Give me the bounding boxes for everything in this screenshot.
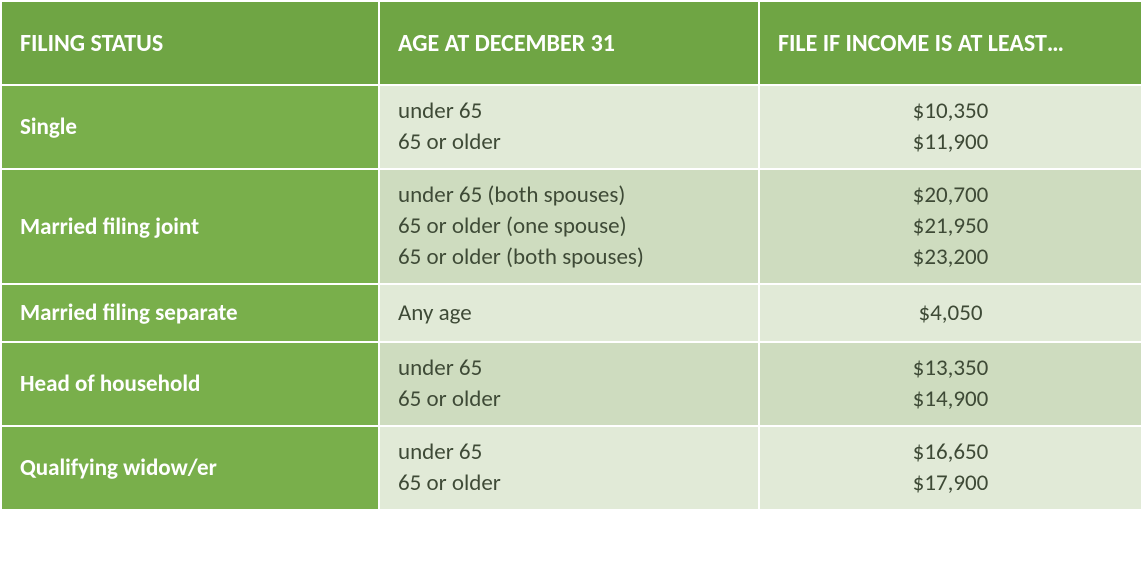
header-income: FILE IF INCOME IS AT LEAST… (759, 1, 1141, 85)
age-line: 65 or older (398, 384, 740, 415)
status-cell: Qualifying widow/er (1, 426, 379, 510)
age-line: 65 or older (398, 127, 740, 158)
income-line: $14,900 (778, 384, 1123, 415)
age-cell: under 6565 or older (379, 85, 759, 169)
table-row: Qualifying widow/erunder 6565 or older$1… (1, 426, 1141, 510)
filing-thresholds-table-container: FILING STATUS AGE AT DECEMBER 31 FILE IF… (0, 0, 1141, 511)
filing-thresholds-table: FILING STATUS AGE AT DECEMBER 31 FILE IF… (0, 0, 1141, 511)
income-cell: $16,650$17,900 (759, 426, 1141, 510)
age-line: Any age (398, 298, 740, 329)
income-cell: $4,050 (759, 284, 1141, 342)
table-body: Singleunder 6565 or older$10,350$11,900M… (1, 85, 1141, 510)
age-cell: under 65 (both spouses)65 or older (one … (379, 169, 759, 284)
table-header-row: FILING STATUS AGE AT DECEMBER 31 FILE IF… (1, 1, 1141, 85)
table-row: Married filing jointunder 65 (both spous… (1, 169, 1141, 284)
age-line: 65 or older (one spouse) (398, 211, 740, 242)
income-cell: $20,700$21,950$23,200 (759, 169, 1141, 284)
income-line: $4,050 (778, 298, 1123, 329)
status-cell: Married filing joint (1, 169, 379, 284)
income-line: $17,900 (778, 468, 1123, 499)
header-filing-status: FILING STATUS (1, 1, 379, 85)
income-line: $11,900 (778, 127, 1123, 158)
age-line: 65 or older (398, 468, 740, 499)
table-row: Singleunder 6565 or older$10,350$11,900 (1, 85, 1141, 169)
income-cell: $10,350$11,900 (759, 85, 1141, 169)
table-row: Head of householdunder 6565 or older$13,… (1, 342, 1141, 426)
status-cell: Single (1, 85, 379, 169)
age-cell: under 6565 or older (379, 342, 759, 426)
income-line: $10,350 (778, 96, 1123, 127)
age-line: under 65 (both spouses) (398, 180, 740, 211)
age-cell: Any age (379, 284, 759, 342)
income-line: $16,650 (778, 437, 1123, 468)
table-row: Married filing separate Any age $4,050 (1, 284, 1141, 342)
status-cell: Head of household (1, 342, 379, 426)
age-line: under 65 (398, 353, 740, 384)
status-cell: Married filing separate (1, 284, 379, 342)
header-age: AGE AT DECEMBER 31 (379, 1, 759, 85)
age-line: under 65 (398, 437, 740, 468)
age-line: 65 or older (both spouses) (398, 242, 740, 273)
income-cell: $13,350$14,900 (759, 342, 1141, 426)
income-line: $23,200 (778, 242, 1123, 273)
age-line: under 65 (398, 96, 740, 127)
income-line: $21,950 (778, 211, 1123, 242)
income-line: $20,700 (778, 180, 1123, 211)
income-line: $13,350 (778, 353, 1123, 384)
age-cell: under 6565 or older (379, 426, 759, 510)
